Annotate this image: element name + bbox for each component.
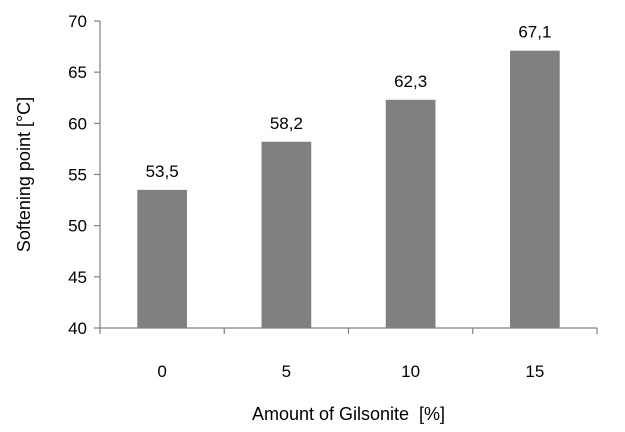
y-tick-label: 50 — [68, 217, 87, 236]
y-tick-label: 70 — [68, 12, 87, 31]
y-tick-label: 40 — [68, 319, 87, 338]
x-tick-label: 5 — [282, 362, 291, 381]
y-tick-label: 65 — [68, 63, 87, 82]
data-label: 62,3 — [394, 72, 427, 91]
data-label: 58,2 — [270, 114, 303, 133]
y-tick-label: 60 — [68, 114, 87, 133]
y-tick-label: 55 — [68, 166, 87, 185]
data-labels: 53,5 58,2 62,3 67,1 — [146, 23, 552, 181]
x-tick-label: 15 — [525, 362, 544, 381]
data-label: 53,5 — [146, 162, 179, 181]
x-axis-ticks: 0 5 10 15 — [99, 328, 598, 381]
bars — [137, 50, 560, 329]
data-label: 67,1 — [518, 23, 551, 42]
y-axis-title: Softening point [°C] — [14, 97, 34, 252]
y-tick-label: 45 — [68, 268, 87, 287]
bar — [261, 141, 312, 328]
y-axis-ticks: 40 45 50 55 60 65 70 — [68, 12, 100, 338]
bar — [510, 50, 560, 328]
bar — [137, 189, 187, 328]
x-tick-label: 10 — [401, 362, 420, 381]
bar — [385, 99, 436, 329]
x-axis-title: Amount of Gilsonite [%] — [252, 404, 445, 424]
x-tick-label: 0 — [157, 362, 166, 381]
